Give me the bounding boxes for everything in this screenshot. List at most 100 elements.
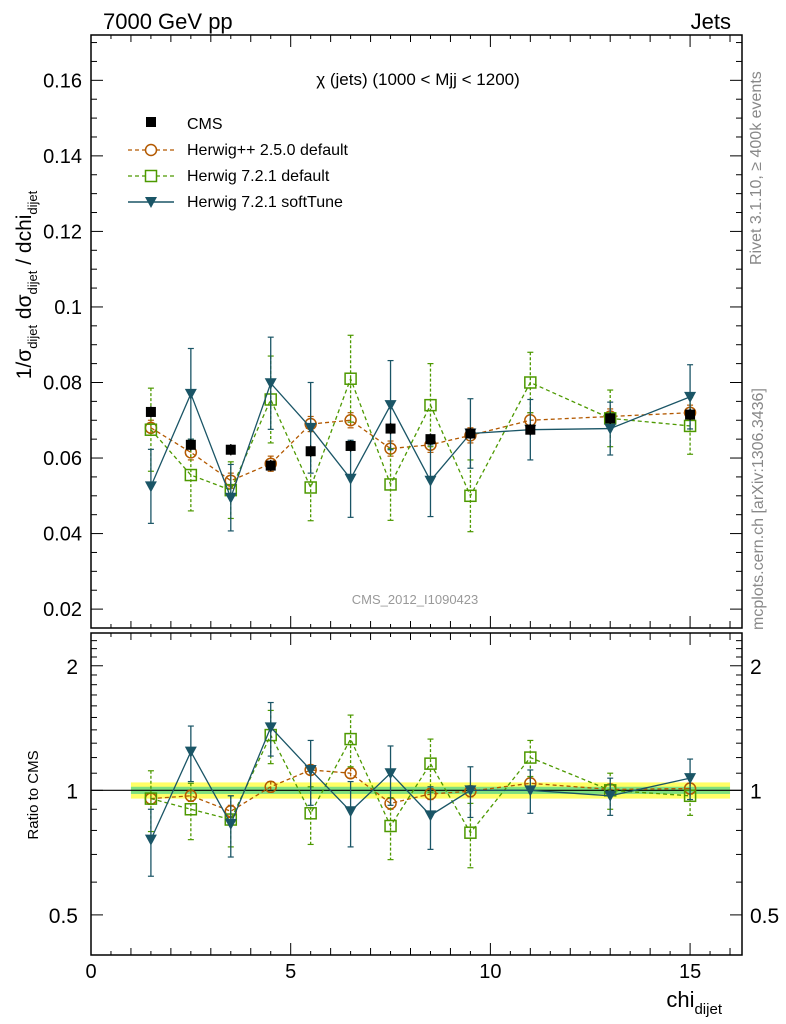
- softtune-point: [264, 378, 277, 390]
- legend-label-softtune: Herwig 7.2.1 softTune: [187, 194, 343, 211]
- herwig721-point: [184, 468, 198, 482]
- softtune-point: [304, 764, 317, 776]
- ratio-y-tick-label-right: 1: [750, 780, 762, 803]
- legend-marker-softtune: [145, 197, 157, 208]
- y-tick-label: 0.16: [43, 70, 82, 92]
- ratio-y-tick-label: 2: [66, 656, 78, 679]
- softtune-point: [184, 388, 197, 400]
- x-tick-label: 10: [479, 961, 501, 983]
- x-axis-label-main: chi: [666, 987, 694, 1012]
- y-axis-label: 1/σdijet dσdijet / dchidijet: [13, 190, 40, 379]
- legend-entry-softtune: Herwig 7.2.1 softTune: [128, 194, 343, 211]
- x-axis-label-sub: dijet: [694, 1001, 722, 1018]
- ratio-y-tick-label-right: 2: [750, 656, 762, 679]
- legend: CMS Herwig++ 2.5.0 default Herwig 7.2.1 …: [128, 116, 349, 211]
- ratio-y-axis-label: Ratio to CMS: [25, 750, 42, 839]
- cms-data-point: [145, 406, 156, 417]
- softtune-point: [384, 400, 397, 412]
- y-tick-label: 0.08: [43, 372, 82, 394]
- ratio-panel: 0 5 10 15 0.5 0.5 1 1 2 2: [49, 632, 779, 983]
- main-line-herwigpp: [150, 412, 691, 482]
- chart-title: χ (jets) (1000 < Mjj < 1200): [316, 70, 520, 89]
- header-process-label: Jets: [691, 9, 731, 34]
- legend-entry-herwig721: Herwig 7.2.1 default: [128, 168, 330, 185]
- analysis-watermark: CMS_2012_I1090423: [352, 592, 479, 607]
- main-frame: [90, 34, 743, 629]
- ratio-y-tick-label: 0.5: [49, 905, 78, 928]
- x-axis-label: chidijet: [666, 987, 722, 1018]
- cms-data-point: [345, 440, 356, 451]
- x-tick-label: 5: [285, 961, 296, 983]
- softtune-point: [304, 422, 317, 434]
- legend-entry-herwigpp: Herwig++ 2.5.0 default: [128, 142, 349, 159]
- herwig721-point: [424, 398, 437, 412]
- herwig721-point: [144, 423, 158, 436]
- cms-data-point: [185, 439, 196, 450]
- ratio-y-tick-label-right: 0.5: [750, 905, 779, 928]
- softtune-point: [144, 834, 157, 846]
- herwigpp-point: [344, 414, 357, 427]
- cms-data-point: [605, 413, 616, 424]
- softtune-point: [184, 746, 197, 758]
- y-tick-label: 0.14: [43, 146, 82, 168]
- herwig721-point: [524, 751, 537, 764]
- x-tick-label: 15: [679, 961, 701, 983]
- y-tick-label: 0.06: [43, 448, 82, 470]
- softtune-point: [464, 785, 477, 797]
- softtune-point: [604, 423, 617, 435]
- softtune-point: [604, 790, 617, 802]
- ratio-line-herwigpp: [150, 769, 691, 812]
- legend-marker-cms: [146, 117, 156, 127]
- legend-marker-herwigpp: [144, 143, 158, 157]
- herwig721-point: [344, 372, 357, 385]
- rivet-version-label: Rivet 3.1.10, ≥ 400k events: [748, 71, 765, 265]
- cms-data-point: [265, 460, 276, 471]
- mcplots-label: mcplots.cern.ch [arXiv:1306.3436]: [750, 388, 767, 630]
- softtune-point: [344, 473, 357, 485]
- main-line-herwig721: [150, 376, 691, 498]
- y-tick-label: 0.04: [43, 524, 82, 546]
- herwig721-point: [184, 803, 198, 816]
- herwig721-point: [304, 481, 317, 494]
- herwig721-point: [144, 792, 158, 805]
- softtune-point: [524, 785, 537, 797]
- herwig721-point: [384, 819, 397, 833]
- softtune-point: [424, 810, 437, 822]
- legend-label-herwig721: Herwig 7.2.1 default: [187, 168, 330, 185]
- x-tick-label: 0: [85, 961, 96, 983]
- softtune-point: [384, 768, 397, 780]
- y-tick-label: 0.12: [43, 221, 82, 243]
- softtune-point: [264, 722, 277, 734]
- softtune-point: [344, 806, 357, 818]
- herwig721-point: [344, 732, 357, 746]
- softtune-point: [684, 773, 697, 785]
- herwigpp-point: [344, 766, 357, 780]
- main-line-softtune: [150, 381, 691, 500]
- ratio-line-herwig721: [150, 733, 691, 834]
- herwig721-point: [524, 376, 537, 389]
- legend-entry-cms: CMS: [146, 116, 223, 133]
- ratio-frame: [90, 632, 743, 956]
- herwig721-point: [384, 478, 397, 491]
- cms-data-point: [685, 409, 696, 420]
- softtune-point: [144, 481, 157, 493]
- ratio-line-softtune: [150, 726, 691, 840]
- y-tick-label: 0.02: [43, 599, 82, 621]
- cms-data-point: [465, 428, 476, 439]
- herwig721-point: [304, 807, 317, 820]
- softtune-point: [684, 391, 697, 403]
- herwig721-point: [424, 757, 437, 770]
- cms-data-point: [305, 446, 316, 457]
- herwig721-point: [464, 826, 477, 839]
- legend-label-cms: CMS: [187, 116, 223, 133]
- header-energy-label: 7000 GeV pp: [103, 9, 233, 34]
- softtune-point: [224, 818, 237, 830]
- cms-data-point: [525, 424, 536, 435]
- softtune-point: [224, 492, 237, 504]
- cms-data-point: [225, 444, 236, 455]
- herwigpp-point: [264, 780, 277, 794]
- y-axis-label-text: 1/σdijet dσdijet / dchidijet: [13, 190, 40, 379]
- legend-label-herwigpp: Herwig++ 2.5.0 default: [187, 142, 349, 159]
- softtune-point: [424, 475, 437, 487]
